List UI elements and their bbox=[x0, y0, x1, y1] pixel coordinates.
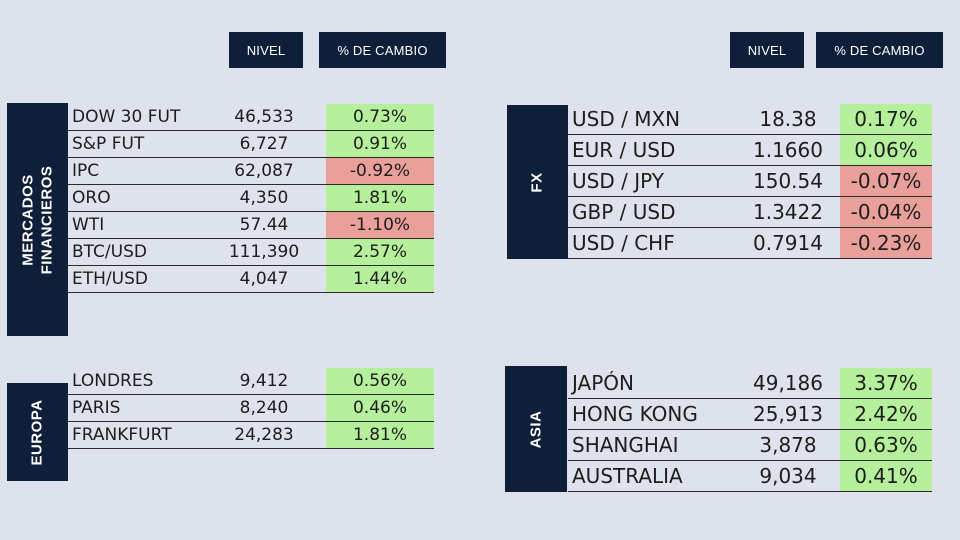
table-row: DOW 30 FUT 46,533 0.73% bbox=[68, 104, 434, 131]
instrument-name: USD / JPY bbox=[572, 169, 664, 193]
header-level-right: NIVEL bbox=[730, 32, 804, 68]
instrument-name: ETH/USD bbox=[72, 269, 148, 289]
change-value: -0.92% bbox=[326, 158, 434, 184]
header-change-left: % DE CAMBIO bbox=[319, 32, 446, 68]
table-row: PARIS 8,240 0.46% bbox=[68, 395, 434, 422]
europa-label: EUROPA bbox=[29, 398, 46, 466]
table-row: AUSTRALIA 9,034 0.41% bbox=[568, 461, 932, 492]
table-row: BTC/USD 111,390 2.57% bbox=[68, 239, 434, 266]
level-value: 9,412 bbox=[239, 371, 289, 391]
table-row: HONG KONG 25,913 2.42% bbox=[568, 399, 932, 430]
instrument-name: LONDRES bbox=[72, 371, 154, 391]
instrument-name: IPC bbox=[72, 161, 100, 181]
mercados-label-line1: MERCADOS bbox=[19, 173, 37, 266]
instrument-name: HONG KONG bbox=[572, 402, 698, 426]
section-label-asia: ASIA bbox=[505, 366, 567, 492]
change-value: -0.04% bbox=[840, 197, 932, 227]
table-row: SHANGHAI 3,878 0.63% bbox=[568, 430, 932, 461]
level-value: 150.54 bbox=[753, 169, 823, 193]
table-row: ETH/USD 4,047 1.44% bbox=[68, 266, 434, 293]
instrument-name: PARIS bbox=[72, 398, 121, 418]
level-value: 3,878 bbox=[759, 433, 817, 457]
change-value: 0.56% bbox=[326, 368, 434, 394]
instrument-name: WTI bbox=[72, 215, 105, 235]
level-value: 0.7914 bbox=[753, 231, 823, 255]
change-value: 1.81% bbox=[326, 422, 434, 448]
level-value: 1.1660 bbox=[753, 138, 823, 162]
instrument-name: DOW 30 FUT bbox=[72, 107, 181, 127]
table-row: FRANKFURT 24,283 1.81% bbox=[68, 422, 434, 449]
change-value: 0.63% bbox=[840, 430, 932, 460]
section-label-fx: FX bbox=[507, 105, 568, 259]
table-row: USD / JPY 150.54 -0.07% bbox=[568, 166, 932, 197]
instrument-name: ORO bbox=[72, 188, 111, 208]
level-value: 8,240 bbox=[239, 398, 289, 418]
level-value: 62,087 bbox=[234, 161, 294, 181]
section-label-europa: EUROPA bbox=[7, 383, 68, 481]
change-value: 0.17% bbox=[840, 104, 932, 134]
section-label-mercados: MERCADOS FINANCIEROS bbox=[7, 103, 68, 336]
level-value: 4,047 bbox=[239, 269, 289, 289]
level-value: 6,727 bbox=[239, 134, 289, 154]
level-value: 9,034 bbox=[759, 464, 817, 488]
instrument-name: EUR / USD bbox=[572, 138, 676, 162]
instrument-name: JAPÓN bbox=[572, 371, 634, 395]
fx-table: USD / MXN 18.38 0.17% EUR / USD 1.1660 0.06% U… bbox=[568, 104, 932, 259]
table-row: LONDRES 9,412 0.56% bbox=[68, 368, 434, 395]
table-row: JAPÓN 49,186 3.37% bbox=[568, 368, 932, 399]
fx-label: FX bbox=[528, 171, 546, 193]
instrument-name: USD / MXN bbox=[572, 107, 681, 131]
change-value: 0.06% bbox=[840, 135, 932, 165]
change-value: -1.10% bbox=[326, 212, 434, 238]
level-value: 57.44 bbox=[239, 215, 289, 235]
header-change-right: % DE CAMBIO bbox=[816, 32, 943, 68]
mercados-table: DOW 30 FUT 46,533 0.73% S&P FUT 6,727 0.91% IP… bbox=[68, 104, 434, 293]
table-row: GBP / USD 1.3422 -0.04% bbox=[568, 197, 932, 228]
change-value: 0.41% bbox=[840, 461, 932, 491]
instrument-name: SHANGHAI bbox=[572, 433, 679, 457]
table-row: IPC 62,087 -0.92% bbox=[68, 158, 434, 185]
table-row: USD / CHF 0.7914 -0.23% bbox=[568, 228, 932, 259]
change-value: 0.91% bbox=[326, 131, 434, 157]
level-value: 25,913 bbox=[753, 402, 823, 426]
change-value: 1.44% bbox=[326, 266, 434, 292]
level-value: 49,186 bbox=[753, 371, 823, 395]
instrument-name: USD / CHF bbox=[572, 231, 675, 255]
change-value: 0.73% bbox=[326, 104, 434, 130]
change-value: -0.23% bbox=[840, 228, 932, 258]
level-value: 18.38 bbox=[759, 107, 817, 131]
instrument-name: S&P FUT bbox=[72, 134, 145, 154]
mercados-label-line2: FINANCIEROS bbox=[38, 165, 56, 274]
table-row: USD / MXN 18.38 0.17% bbox=[568, 104, 932, 135]
level-value: 24,283 bbox=[234, 425, 294, 445]
asia-label: ASIA bbox=[527, 410, 545, 448]
instrument-name: FRANKFURT bbox=[72, 425, 172, 445]
instrument-name: BTC/USD bbox=[72, 242, 147, 262]
level-value: 46,533 bbox=[234, 107, 294, 127]
instrument-name: AUSTRALIA bbox=[572, 464, 683, 488]
asia-table: JAPÓN 49,186 3.37% HONG KONG 25,913 2.42% SHAN… bbox=[568, 368, 932, 492]
table-row: S&P FUT 6,727 0.91% bbox=[68, 131, 434, 158]
change-value: 2.57% bbox=[326, 239, 434, 265]
table-row: WTI 57.44 -1.10% bbox=[68, 212, 434, 239]
level-value: 1.3422 bbox=[753, 200, 823, 224]
change-value: 2.42% bbox=[840, 399, 932, 429]
table-row: EUR / USD 1.1660 0.06% bbox=[568, 135, 932, 166]
change-value: 3.37% bbox=[840, 368, 932, 398]
instrument-name: GBP / USD bbox=[572, 200, 676, 224]
level-value: 4,350 bbox=[239, 188, 289, 208]
change-value: 1.81% bbox=[326, 185, 434, 211]
table-row: ORO 4,350 1.81% bbox=[68, 185, 434, 212]
header-level-left: NIVEL bbox=[229, 32, 303, 68]
change-value: -0.07% bbox=[840, 166, 932, 196]
change-value: 0.46% bbox=[326, 395, 434, 421]
level-value: 111,390 bbox=[228, 242, 300, 262]
europa-table: LONDRES 9,412 0.56% PARIS 8,240 0.46% FRANKFUR… bbox=[68, 368, 434, 449]
